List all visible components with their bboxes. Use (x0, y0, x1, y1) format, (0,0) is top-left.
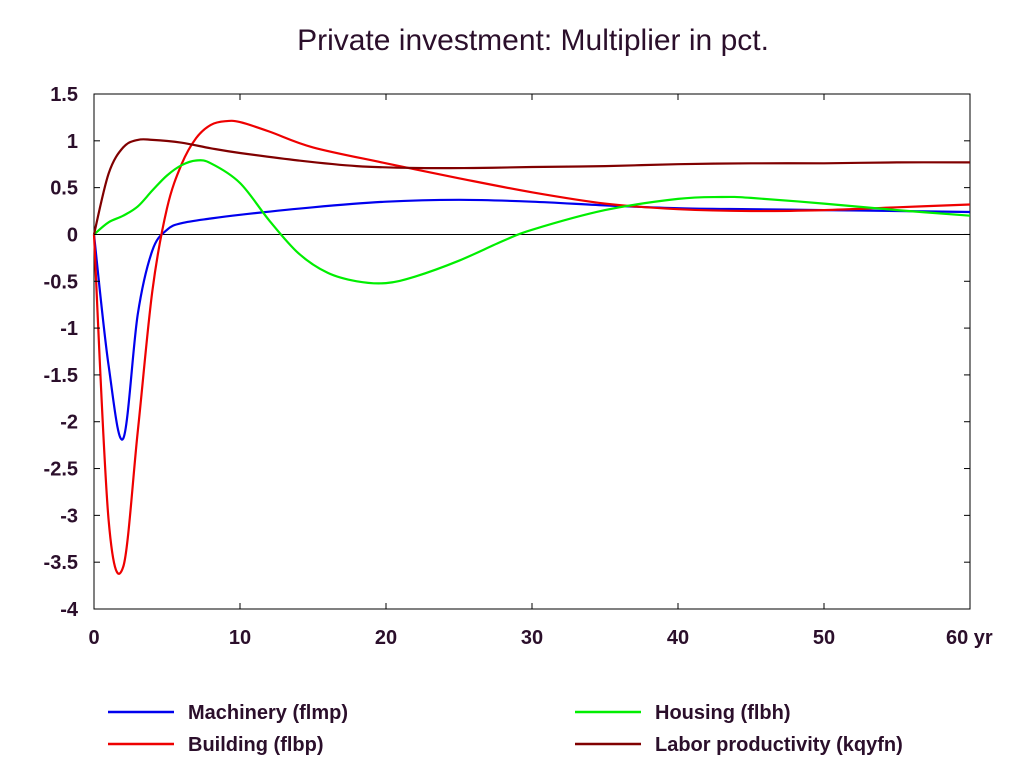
x-axis: 0 10 20 30 40 50 60 yr (88, 94, 993, 649)
legend: Machinery (flmp) Building (flbp) Housing (… (108, 702, 903, 756)
legend-item-building: Building (flbp) (108, 734, 324, 756)
y-tick-label: -2 (60, 412, 78, 434)
x-tick-label: 60 yr (946, 627, 993, 649)
legend-label: Labor productivity (kqyfn) (655, 734, 903, 756)
series-line-housing (93, 159, 971, 285)
y-tick-label: 0 (67, 224, 78, 246)
series-layer (92, 119, 971, 575)
legend-label: Machinery (flmp) (188, 702, 348, 724)
y-axis: -4 -3.5 -3 -2.5 -2 -1.5 -1 -0.5 0 0.5 1 1.5 (44, 84, 970, 621)
x-tick-label: 40 (667, 627, 689, 649)
x-tick-label: 0 (88, 627, 99, 649)
legend-item-machinery: Machinery (flmp) (108, 702, 348, 724)
y-tick-label: 1 (67, 131, 78, 153)
y-tick-label: -1.5 (44, 365, 78, 387)
series-line-machinery (92, 198, 971, 441)
legend-item-labor-productivity: Labor productivity (kqyfn) (575, 734, 903, 756)
x-tick-label: 10 (229, 627, 251, 649)
x-tick-label: 30 (521, 627, 543, 649)
x-tick-label: 20 (375, 627, 397, 649)
y-tick-label: -1 (60, 318, 78, 340)
legend-item-housing: Housing (flbh) (575, 702, 791, 724)
series-line-building (92, 119, 971, 575)
chart-title: Private investment: Multiplier in pct. (297, 24, 769, 57)
legend-label: Building (flbp) (188, 734, 324, 756)
legend-label: Housing (flbh) (655, 702, 791, 724)
x-tick-label: 50 (813, 627, 835, 649)
series-line-labor-productivity (92, 138, 971, 235)
y-tick-label: -3.5 (44, 552, 78, 574)
y-tick-label: -0.5 (44, 271, 78, 293)
y-tick-label: -3 (60, 505, 78, 527)
y-tick-label: -4 (60, 599, 79, 621)
y-tick-label: 0.5 (50, 178, 78, 200)
y-tick-label: 1.5 (50, 84, 78, 106)
y-tick-label: -2.5 (44, 459, 78, 481)
